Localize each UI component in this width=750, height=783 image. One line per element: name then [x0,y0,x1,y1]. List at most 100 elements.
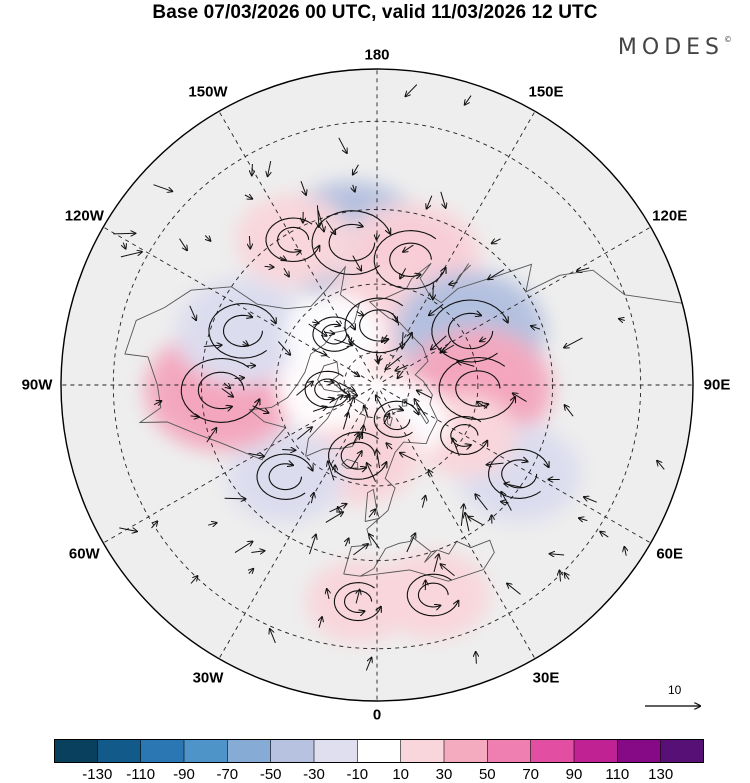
flow-arrow [600,532,609,538]
flow-arrow [311,348,326,355]
colorbar-tick-label: 90 [565,766,583,783]
colorbar-tick-label: 110 [605,766,630,783]
colorbar-swatch [227,739,272,763]
flow-arrow [449,282,458,284]
flow-arrow [386,443,393,450]
flow-arrow [319,617,322,628]
flow-arrow [415,399,426,416]
flow-arrow [440,191,446,208]
meridian [218,111,375,380]
flow-arrow [427,195,433,209]
flow-arrow [203,345,222,346]
colorbar-tick-label: -10 [346,766,369,783]
flow-arrow [252,163,253,175]
meridian [382,387,651,544]
flow-arrow [476,652,477,664]
anomaly-contour [276,348,379,431]
flow-arrow [351,392,357,395]
flow-arrow [377,450,380,469]
streamline [197,371,245,408]
flow-arrow [579,518,588,521]
flow-arrow [441,564,455,577]
longitude-label: 150W [188,83,228,101]
flow-arrow [350,370,359,376]
longitude-label: 90W [21,376,53,394]
flow-arrow [113,233,135,234]
flow-arrow [376,396,386,413]
colorbar-tick-label: -30 [303,766,325,783]
flow-arrow [328,461,335,481]
flow-arrow [353,164,359,175]
coastline [343,536,495,582]
flow-arrow [565,573,570,580]
colorbar-swatch [314,739,358,763]
coastline [317,361,352,395]
colorbar-swatch [574,739,618,763]
flow-arrow [584,497,597,503]
flow-arrow [317,210,324,231]
flow-arrow [406,84,418,97]
flow-arrow [317,205,319,227]
flow-arrow [352,255,361,271]
flow-arrow [475,494,488,511]
streamline [222,315,264,347]
flow-arrow [364,406,369,418]
coastline [341,458,359,469]
longitude-label: 150E [528,83,564,101]
colorbar-tick-label: -70 [216,766,239,783]
streamline [208,302,276,359]
map-title: Base 07/03/2026 00 UTC, valid 11/03/2026… [152,2,598,23]
anomaly-contour [174,275,312,386]
flow-arrow [312,407,327,412]
flow-arrow [657,461,665,470]
flow-arrow [243,342,248,346]
streamline [373,400,418,438]
colorbar-swatch [184,739,228,763]
colorbar-tick-label: 70 [522,766,540,783]
flow-arrow [234,378,244,379]
colorbar-tick-label: 10 [392,766,410,783]
colorbar-tick-label: -90 [173,766,195,783]
colorbar-swatch [140,739,185,763]
streamline [440,415,488,455]
longitude-label: 180 [364,46,390,64]
flow-arrow [356,590,360,604]
flow-arrow [365,658,371,671]
flow-arrow [334,338,352,345]
anomaly-field [143,180,583,644]
flow-arrow [345,539,348,547]
flow-arrow [433,281,434,299]
flow-arrow [429,470,433,477]
coastline [124,265,361,435]
flow-arrow [531,326,541,329]
flow-arrow [248,453,264,456]
flow-arrow [205,236,210,241]
flow-arrow [223,382,230,388]
flow-arrow [417,391,432,399]
streamline [383,409,411,431]
colorbar-tick-label: 50 [478,766,496,783]
flow-arrow [402,332,403,348]
flow-arrow [221,388,233,397]
colorbar-swatch [54,739,98,763]
streamline [314,378,342,400]
streamline [431,299,508,363]
streamline [265,217,319,263]
flow-arrow [564,337,583,348]
flow-arrow [488,269,505,280]
meridian [103,387,372,544]
streamline [501,460,538,489]
colorbar [54,739,704,763]
streamline [311,210,390,276]
meridian [379,111,536,380]
flow-arrow [440,340,452,353]
flow-arrow [153,401,161,405]
flow-arrow [433,554,439,573]
flow-arrow [190,576,198,584]
flow-arrow [382,334,388,342]
flow-arrow [393,312,397,322]
flow-arrow [189,305,196,320]
flow-arrow [465,95,472,105]
colorbar-swatch [97,739,142,763]
streamline [333,582,380,622]
